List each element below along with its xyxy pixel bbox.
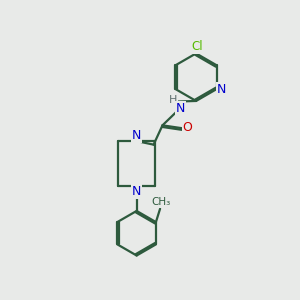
Text: H: H: [168, 95, 177, 105]
Text: O: O: [182, 121, 192, 134]
Text: N: N: [132, 129, 141, 142]
Text: N: N: [217, 82, 226, 96]
Text: N: N: [176, 102, 185, 115]
Text: Cl: Cl: [192, 40, 203, 53]
Text: CH₃: CH₃: [152, 197, 171, 207]
Text: N: N: [132, 184, 141, 197]
